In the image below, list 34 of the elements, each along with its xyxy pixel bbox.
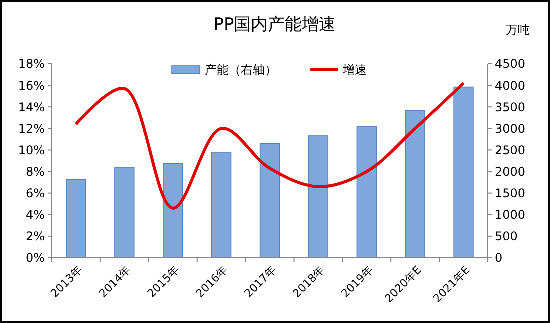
bar	[356, 126, 377, 258]
legend-label: 增速	[342, 63, 367, 78]
y2-tick-label: 4000	[495, 78, 526, 93]
y2-tick-label: 1500	[495, 186, 526, 201]
y-tick-label: 0%	[26, 251, 45, 266]
y-tick-label: 18%	[18, 57, 45, 72]
y-tick-label: 2%	[26, 230, 45, 244]
bar	[454, 86, 474, 258]
bar	[405, 110, 426, 258]
y-tick-label: 6%	[26, 186, 45, 201]
y2-tick-label: 4500	[495, 57, 526, 72]
y2-tick-label: 3500	[495, 100, 526, 114]
y2-tick-label: 2500	[495, 143, 526, 158]
bar	[211, 152, 232, 258]
y-tick-label: 8%	[26, 164, 45, 179]
y2-tick-label: 3000	[495, 122, 526, 136]
bar	[114, 167, 135, 258]
y-tick-label: 10%	[18, 143, 45, 158]
legend-label: 产能（右轴）	[205, 63, 277, 78]
y2-tick-label: 1000	[495, 208, 526, 222]
chart-title: PP国内产能增速	[214, 15, 336, 35]
line-series	[74, 82, 466, 210]
y2-tick-label: 2000	[495, 164, 526, 179]
bar	[260, 143, 280, 258]
y-tick-label: 16%	[18, 78, 45, 93]
y2-tick-label: 0	[495, 251, 503, 266]
y2-tick-label: 500	[495, 230, 518, 244]
y-tick-label: 12%	[18, 122, 45, 136]
y-tick-label: 14%	[18, 100, 45, 114]
y2-axis-title: 万吨	[506, 23, 530, 37]
bar	[66, 179, 86, 258]
bar	[308, 136, 329, 258]
y-tick-label: 4%	[26, 208, 45, 222]
bar	[163, 163, 184, 258]
